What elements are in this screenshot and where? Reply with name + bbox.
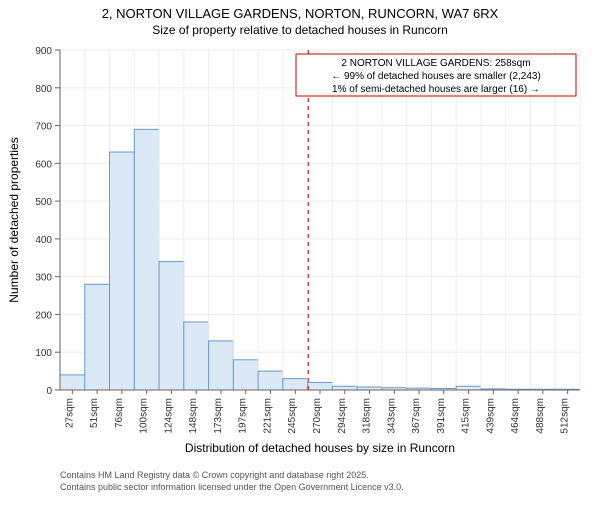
histogram-bar (258, 371, 283, 390)
annotation-line1: 2 NORTON VILLAGE GARDENS: 258sqm (341, 58, 530, 69)
y-tick-label: 0 (46, 386, 52, 397)
y-tick-label: 100 (35, 348, 52, 359)
x-axis-label: Distribution of detached houses by size … (185, 441, 455, 455)
histogram-bar (60, 375, 85, 390)
chart-title-line2: Size of property relative to detached ho… (152, 23, 448, 37)
x-tick-label: 294sqm (337, 398, 348, 434)
chart-container: 0 100 200 300 400 500 600 700 800 900 27sqm 51sqm 76… (0, 0, 600, 500)
annotation-line3: 1% of semi-detached houses are larger (1… (332, 84, 540, 95)
x-tick-label: 415sqm (461, 398, 472, 434)
x-tick-label: 270sqm (312, 398, 323, 434)
histogram-bar (110, 152, 135, 390)
histogram-bar (159, 262, 184, 390)
x-tick-label: 76sqm (114, 398, 125, 428)
footer-line2: Contains public sector information licen… (60, 482, 404, 492)
histogram-bar (209, 341, 234, 390)
x-tick-label: 124sqm (163, 398, 174, 434)
histogram-bar (283, 379, 308, 390)
footer-line1: Contains HM Land Registry data © Crown c… (60, 470, 369, 480)
histogram-bar (134, 129, 159, 390)
x-tick-label: 343sqm (386, 398, 397, 434)
x-tick-label: 27sqm (64, 398, 75, 428)
y-tick-label: 600 (35, 159, 52, 170)
histogram-bar (308, 382, 333, 390)
y-tick-label: 500 (35, 197, 52, 208)
x-tick-label: 464sqm (510, 398, 521, 434)
histogram-chart: 0 100 200 300 400 500 600 700 800 900 27sqm 51sqm 76… (0, 0, 600, 500)
histogram-bar (233, 360, 258, 390)
histogram-bar (85, 284, 110, 390)
x-tick-label: 318sqm (362, 398, 373, 434)
x-tick-label: 488sqm (535, 398, 546, 434)
x-tick-label: 221sqm (262, 398, 273, 434)
y-tick-label: 900 (35, 46, 52, 57)
x-tick-label: 100sqm (139, 398, 150, 434)
y-tick-label: 400 (35, 235, 52, 246)
y-tick-label: 700 (35, 122, 52, 133)
histogram-bar (332, 386, 357, 390)
x-tick-label: 173sqm (213, 398, 224, 434)
x-tick-label: 148sqm (188, 398, 199, 434)
x-tick-label: 197sqm (238, 398, 249, 434)
chart-title-line1: 2, NORTON VILLAGE GARDENS, NORTON, RUNCO… (102, 6, 499, 21)
x-tick-label: 51sqm (89, 398, 100, 428)
y-tick-label: 300 (35, 273, 52, 284)
histogram-bar (184, 322, 209, 390)
y-tick-label: 800 (35, 84, 52, 95)
annotation-line2: ← 99% of detached houses are smaller (2,… (331, 71, 541, 82)
x-tick-label: 367sqm (411, 398, 422, 434)
x-tick-label: 439sqm (485, 398, 496, 434)
y-axis-label: Number of detached properties (7, 137, 21, 302)
x-tick-label: 391sqm (436, 398, 447, 434)
x-tick-label: 512sqm (560, 398, 571, 434)
y-tick-label: 200 (35, 310, 52, 321)
histogram-bar (456, 386, 481, 390)
x-tick-label: 245sqm (287, 398, 298, 434)
